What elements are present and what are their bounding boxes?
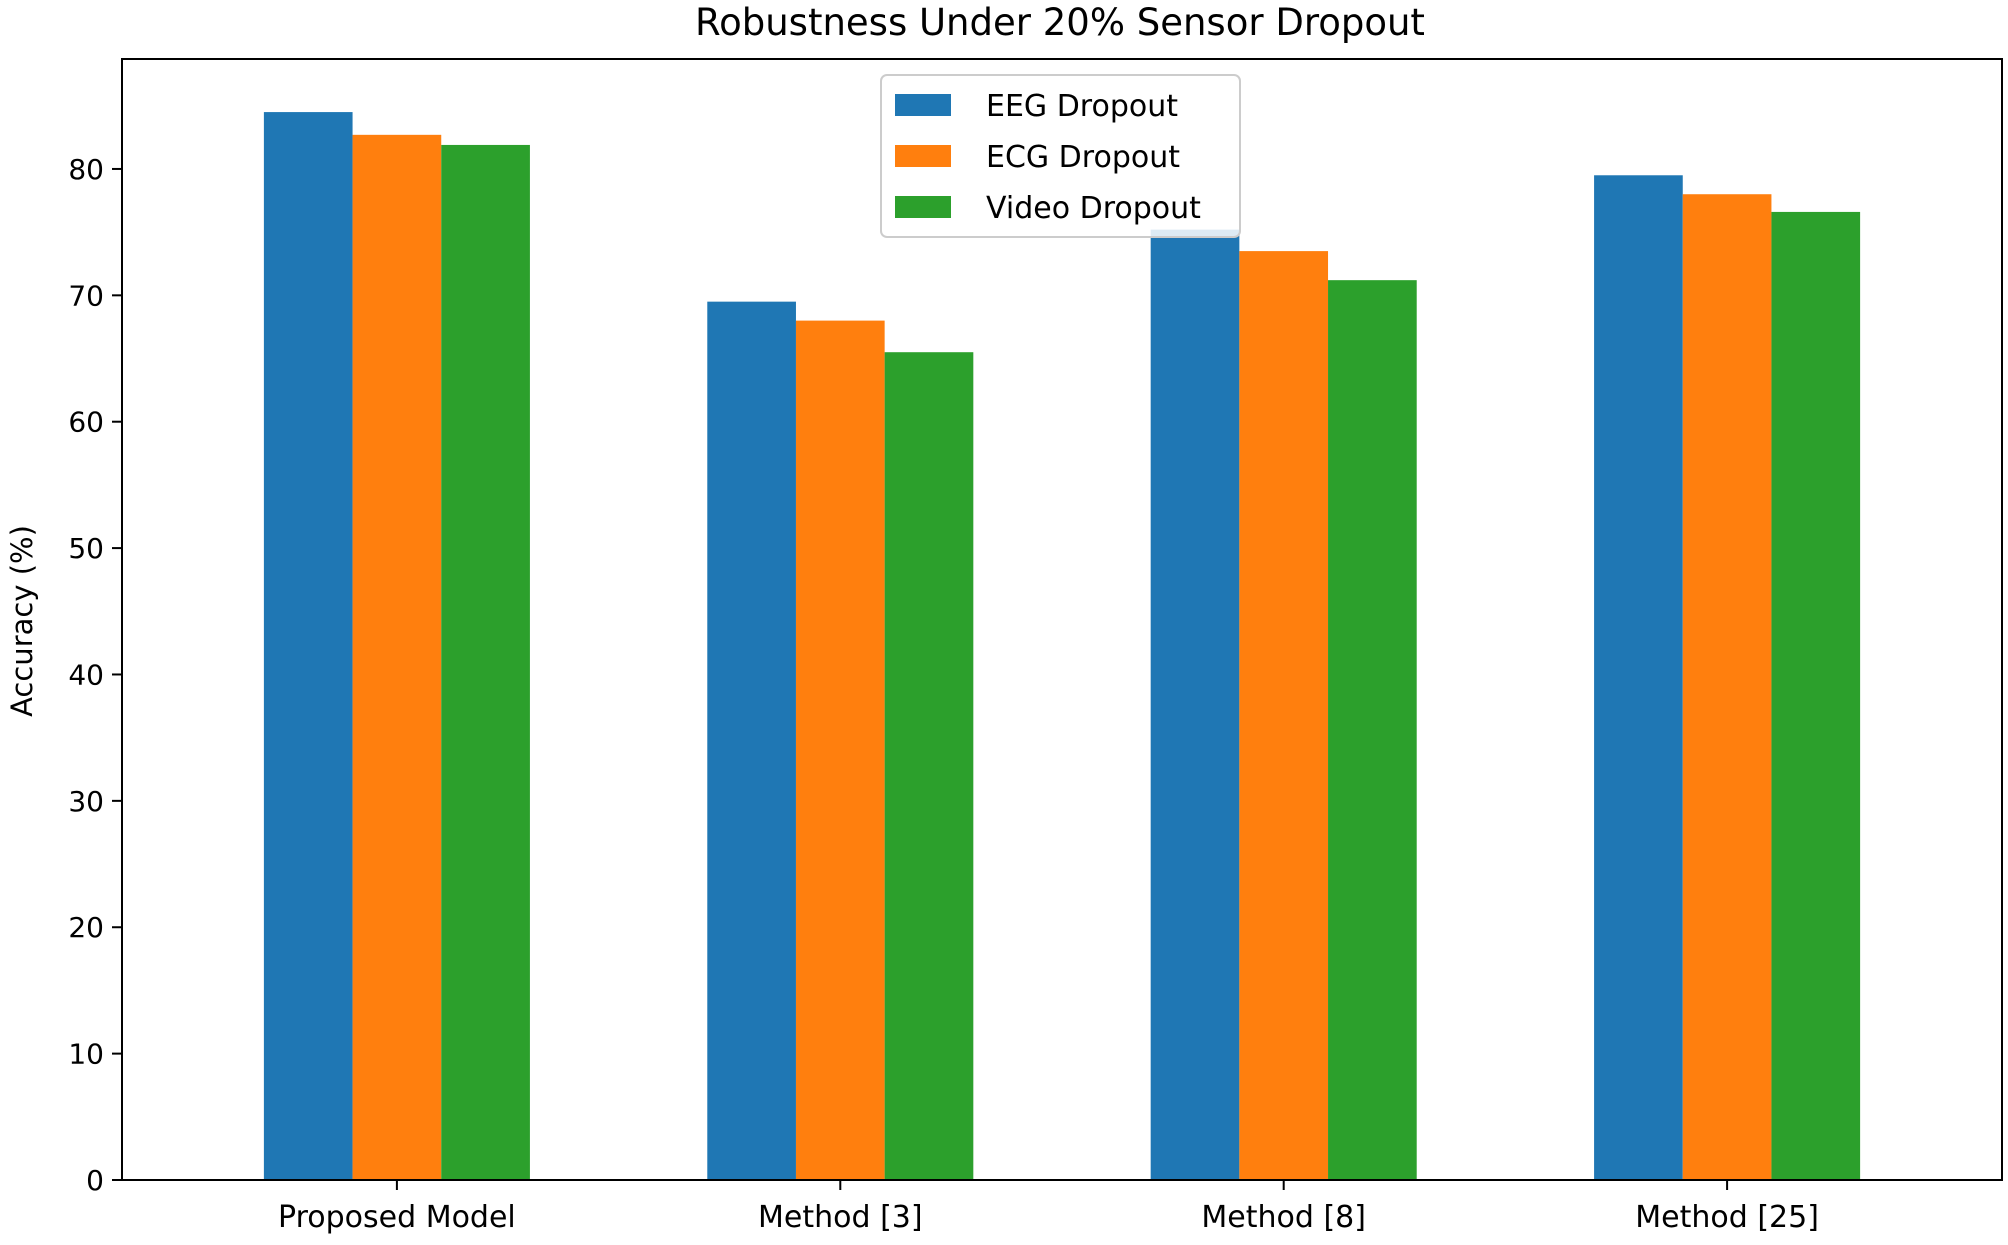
y-tick-label: 70 [68, 279, 104, 312]
y-tick-label: 10 [68, 1038, 104, 1071]
y-tick-label: 80 [68, 153, 104, 186]
legend-swatch [895, 145, 951, 167]
bar-eeg-dropout-2 [1150, 229, 1240, 1180]
y-axis-label: Accuracy (%) [5, 525, 39, 717]
x-tick-label: Proposed Model [278, 1200, 516, 1235]
legend-swatch [895, 94, 951, 116]
bar-eeg-dropout-1 [707, 301, 796, 1181]
bar-video-dropout-3 [1771, 211, 1861, 1180]
y-tick-label: 0 [86, 1164, 104, 1197]
bar-video-dropout-1 [884, 352, 974, 1180]
legend-box [880, 74, 1241, 238]
bars-layer [263, 112, 1861, 1181]
legend: EEG Dropout ECG Dropout Video Dropout [880, 74, 1241, 238]
bar-eeg-dropout-0 [263, 112, 353, 1180]
bar-video-dropout-2 [1328, 280, 1417, 1180]
legend-label: Video Dropout [986, 191, 1201, 226]
bar-ecg-dropout-1 [795, 320, 885, 1181]
bar-ecg-dropout-2 [1239, 251, 1329, 1180]
x-tick-label: Method [8] [1201, 1200, 1366, 1235]
x-tick-label: Method [3] [758, 1200, 923, 1235]
y-tick-label: 60 [68, 406, 104, 439]
y-tick-label: 30 [68, 785, 104, 818]
plot-frame [121, 58, 2003, 1181]
bar-eeg-dropout-3 [1594, 175, 1683, 1180]
y-tick-label: 20 [68, 911, 104, 944]
y-axis: 0 10 20 30 40 50 60 70 80 [68, 153, 122, 1197]
y-tick-label: 40 [68, 658, 104, 691]
chart-title: Robustness Under 20% Sensor Dropout [695, 1, 1425, 44]
bar-ecg-dropout-3 [1682, 194, 1772, 1181]
bar-ecg-dropout-0 [352, 134, 442, 1181]
legend-label: EEG Dropout [986, 89, 1178, 124]
y-tick-label: 50 [68, 532, 104, 565]
x-axis: Proposed Model Method [3] Method [8] Method… [278, 1180, 1819, 1235]
bar-video-dropout-0 [441, 144, 530, 1181]
legend-swatch [895, 196, 951, 218]
legend-label: ECG Dropout [986, 140, 1180, 175]
x-tick-label: Method [25] [1635, 1200, 1819, 1235]
